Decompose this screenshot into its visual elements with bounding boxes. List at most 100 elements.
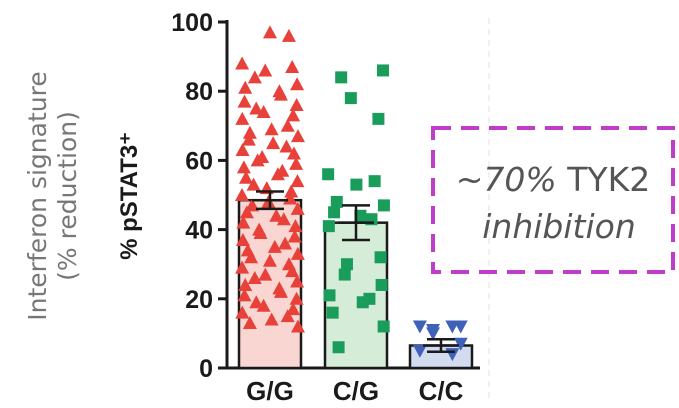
data-point — [269, 208, 284, 222]
data-point — [377, 199, 390, 212]
data-point — [247, 70, 262, 84]
data-point — [372, 112, 385, 125]
data-point — [235, 56, 250, 70]
data-point — [273, 87, 288, 101]
data-point — [287, 229, 302, 243]
data-point — [344, 92, 357, 105]
error-bar — [252, 190, 288, 211]
data-point — [453, 337, 468, 351]
data-point — [322, 220, 335, 233]
data-point — [286, 108, 301, 122]
data-point — [354, 209, 367, 222]
data-point — [288, 219, 303, 233]
outer-y-label-line1: Interferon signature — [23, 71, 52, 320]
data-point — [286, 302, 301, 316]
data-point — [280, 118, 295, 132]
annotation-box — [431, 126, 675, 274]
data-point — [273, 284, 288, 298]
data-point — [276, 212, 291, 226]
data-point — [256, 298, 271, 312]
data-point — [279, 139, 294, 153]
data-point — [286, 146, 301, 160]
data-point — [412, 344, 427, 358]
data-point — [235, 188, 250, 201]
data-point — [350, 178, 363, 191]
annotation-percent: ~70% — [456, 160, 557, 199]
data-point — [267, 239, 282, 253]
error-bar — [423, 338, 459, 353]
data-point — [270, 167, 285, 181]
data-point — [241, 132, 256, 146]
data-point — [258, 267, 273, 281]
data-point — [258, 63, 273, 77]
annotation-line2: inhibition — [482, 207, 636, 246]
data-point — [326, 306, 339, 319]
data-point — [289, 156, 304, 170]
data-point — [249, 295, 264, 309]
data-point — [249, 101, 264, 115]
data-point — [284, 184, 299, 198]
y-tick-label: 100 — [171, 9, 213, 37]
data-point — [338, 268, 351, 281]
data-point — [235, 143, 250, 157]
y-tick-label: 20 — [185, 286, 213, 314]
data-point — [256, 104, 271, 118]
data-point — [235, 305, 250, 319]
data-point — [377, 320, 390, 333]
data-point — [290, 319, 305, 333]
data-point — [236, 215, 251, 229]
data-point — [289, 291, 304, 305]
tick-labels: 0 20 40 60 80 100 G/G C/G C/C — [171, 9, 463, 406]
data-point — [412, 320, 427, 334]
outer-y-label-line2: (% reduction) — [53, 111, 82, 281]
x-tick-label: C/G — [333, 376, 379, 406]
y-tick-label: 40 — [185, 217, 213, 245]
data-point — [236, 160, 251, 174]
data-point — [356, 296, 369, 309]
data-point — [322, 168, 335, 181]
data-point — [237, 288, 252, 302]
data-point — [250, 153, 265, 167]
data-point — [278, 236, 293, 250]
data-point — [289, 98, 304, 112]
data-point — [264, 122, 279, 136]
data-point — [264, 312, 279, 326]
data-point — [290, 174, 305, 188]
data-point — [453, 320, 468, 334]
y-tick-label: 80 — [185, 78, 213, 106]
data-point — [238, 277, 253, 291]
data-point — [335, 71, 348, 84]
data-point — [235, 111, 250, 125]
error-bars — [252, 190, 459, 353]
data-point — [253, 226, 268, 240]
data-point — [426, 327, 441, 341]
data-point — [376, 64, 389, 77]
x-tick-label: C/C — [419, 376, 464, 406]
data-point — [235, 260, 250, 274]
data-point — [242, 316, 257, 330]
data-point — [247, 271, 262, 285]
data-point — [281, 28, 296, 42]
data-point — [332, 341, 345, 354]
data-point — [239, 170, 254, 184]
data-point — [262, 253, 277, 267]
data-point — [330, 195, 343, 208]
data-point — [285, 264, 300, 278]
outer-y-label: Interferon signature (% reduction) — [23, 71, 82, 320]
data-point — [374, 251, 387, 264]
annotation-line1: ~70% TYK2 — [456, 160, 650, 199]
data-point — [244, 250, 259, 264]
data-point — [290, 201, 305, 215]
data-point — [340, 258, 353, 271]
data-point — [290, 274, 305, 288]
data-point — [266, 136, 281, 150]
data-point — [235, 232, 250, 246]
y-tick-label: 0 — [199, 355, 213, 383]
data-point — [245, 198, 260, 212]
annotation-target: TYK2 — [557, 160, 650, 199]
data-point — [290, 246, 305, 260]
data-point — [285, 59, 300, 73]
data-point — [263, 25, 277, 39]
data-point — [368, 175, 381, 188]
